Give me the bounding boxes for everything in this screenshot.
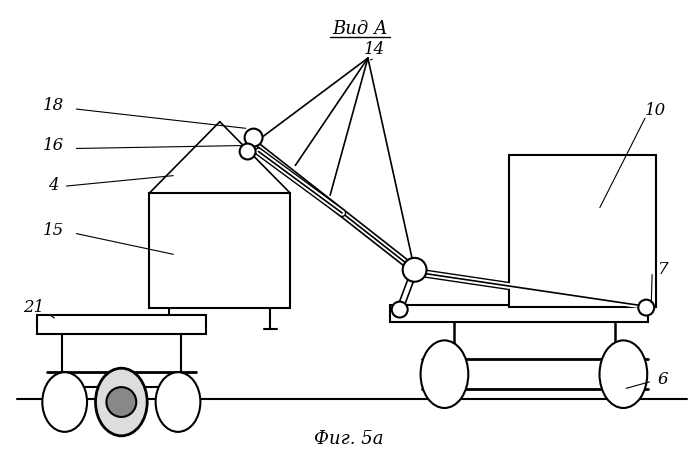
Text: 16: 16 [43,137,64,154]
Ellipse shape [421,341,468,408]
Text: 10: 10 [644,102,666,119]
Circle shape [245,129,263,147]
Bar [37,315,206,334]
Ellipse shape [96,368,147,436]
Ellipse shape [156,372,201,432]
Text: 6: 6 [658,371,668,388]
Text: 7: 7 [658,261,668,278]
Circle shape [240,143,256,159]
Text: 14: 14 [364,41,385,58]
Text: 21: 21 [23,299,45,316]
Text: Фиг. 5а: Фиг. 5а [315,430,384,448]
Circle shape [106,387,136,417]
Text: 18: 18 [43,97,64,114]
Circle shape [391,302,408,317]
Text: Вид А: Вид А [332,20,388,38]
Ellipse shape [600,341,647,408]
Text: 4: 4 [48,177,59,194]
Circle shape [403,258,426,282]
Bar [390,305,648,323]
Bar [509,156,656,307]
Circle shape [638,299,654,315]
Text: 15: 15 [43,221,64,238]
Bar [149,193,290,307]
Ellipse shape [43,372,87,432]
